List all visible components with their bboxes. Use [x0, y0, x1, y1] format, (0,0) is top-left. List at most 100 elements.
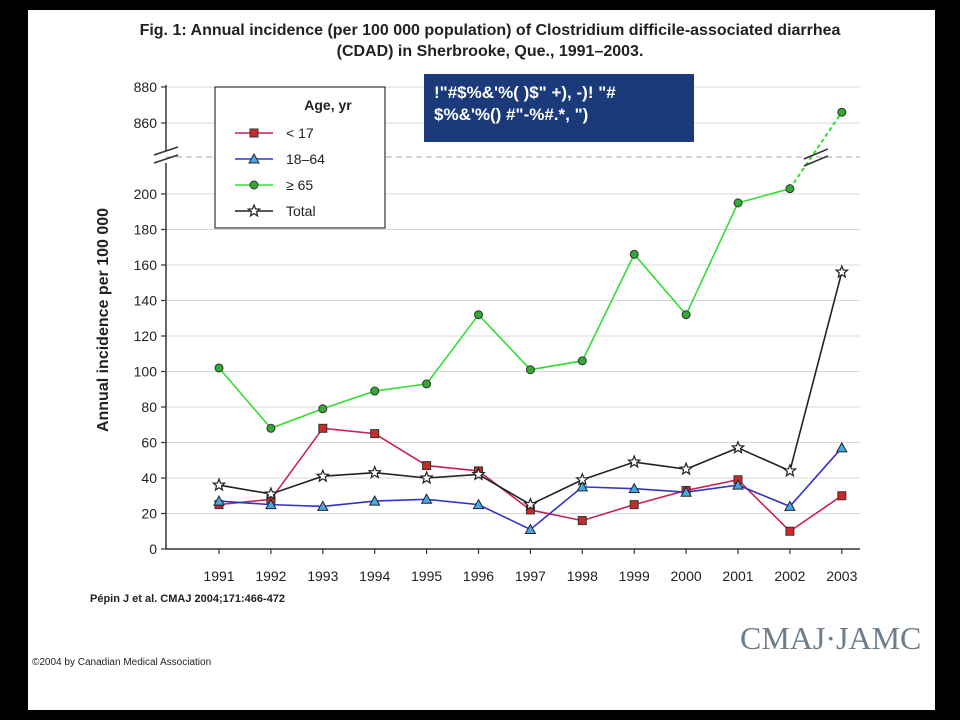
triangle-marker — [680, 486, 692, 497]
star-marker-shape — [211, 477, 227, 492]
legend-title: Age, yr — [304, 97, 352, 113]
circle-marker — [422, 379, 432, 389]
slide: Fig. 1: Annual incidence (per 100 000 po… — [28, 10, 935, 710]
triangle-marker-shape — [680, 486, 692, 497]
circle-marker-shape — [422, 379, 432, 389]
square-marker-shape — [249, 128, 259, 138]
legend: Age, yr < 17 18–64 ≥ 65 Total — [214, 86, 386, 229]
circle-marker — [733, 198, 743, 208]
y-tick-label: 40 — [141, 470, 157, 486]
triangle-marker-shape — [420, 493, 433, 504]
circle-marker — [577, 356, 587, 366]
circle-marker — [318, 404, 328, 414]
star-marker — [782, 463, 798, 478]
square-marker — [577, 516, 587, 526]
square-marker — [249, 128, 259, 138]
y-tick-label: 880 — [134, 79, 158, 95]
legend-box — [214, 86, 386, 229]
star-marker-shape — [315, 468, 331, 483]
x-tick-label: 2000 — [671, 568, 702, 584]
square-marker-shape — [785, 526, 795, 536]
circle-marker — [266, 423, 276, 433]
x-tick-label: 2003 — [826, 568, 857, 584]
triangle-marker — [420, 493, 433, 504]
circle-marker-shape — [214, 363, 224, 373]
circle-marker — [681, 310, 691, 320]
circle-marker-shape — [629, 249, 639, 259]
x-tick-label: 1997 — [515, 568, 546, 584]
circle-marker-shape — [370, 386, 380, 396]
x-tick-label: 1998 — [567, 568, 598, 584]
circle-marker — [629, 249, 639, 259]
star-marker — [246, 203, 262, 218]
legend-label: < 17 — [286, 125, 314, 141]
circle-marker-shape — [785, 184, 795, 194]
square-marker — [318, 423, 328, 433]
triangle-marker — [576, 480, 589, 492]
star-marker-shape — [575, 472, 590, 486]
legend-label: ≥ 65 — [286, 177, 313, 193]
circle-marker-shape — [474, 310, 483, 320]
y-tick-label: 860 — [134, 115, 158, 131]
cmaj-logo: CMAJ·JAMC — [740, 620, 922, 656]
star-marker-shape — [782, 463, 798, 478]
y-tick-label: 80 — [141, 399, 157, 415]
star-marker — [626, 454, 642, 469]
circle-marker — [785, 184, 795, 194]
circle-marker — [214, 363, 224, 373]
triangle-marker-shape — [576, 480, 589, 492]
series-break-mark — [803, 155, 829, 167]
triangle-marker — [784, 500, 796, 511]
square-marker-shape — [577, 516, 587, 526]
square-marker-shape — [318, 423, 328, 433]
star-marker — [834, 264, 850, 279]
x-tick-label: 2001 — [722, 568, 753, 584]
triangle-marker — [628, 482, 641, 494]
circle-marker-shape — [733, 198, 743, 208]
x-tick-label: 1993 — [307, 568, 338, 584]
triangle-marker — [248, 152, 260, 164]
circle-marker — [249, 180, 259, 190]
copyright: ©2004 by Canadian Medical Association — [32, 657, 212, 668]
triangle-marker — [732, 479, 744, 490]
star-marker-shape — [834, 264, 850, 279]
star-marker — [211, 477, 227, 492]
circle-marker-shape — [249, 180, 259, 190]
circle-marker-shape — [266, 423, 276, 433]
star-marker-shape — [730, 440, 746, 455]
y-axis-label: Annual incidence per 100 000 — [95, 208, 112, 432]
triangle-marker — [524, 523, 537, 534]
circle-marker — [370, 386, 380, 396]
star-marker-shape — [263, 486, 279, 501]
star-marker-shape — [246, 203, 262, 218]
triangle-marker-shape — [524, 523, 537, 534]
star-marker — [263, 486, 279, 501]
square-marker — [370, 429, 380, 439]
y-tick-label: 20 — [141, 506, 157, 522]
triangle-marker-shape — [472, 498, 485, 510]
figure-title-line1: Fig. 1: Annual incidence (per 100 000 po… — [139, 22, 841, 39]
series-circle-break-segment — [789, 111, 843, 190]
square-marker — [837, 491, 847, 501]
x-tick-label: 1999 — [619, 568, 650, 584]
x-tick-label: 2002 — [774, 568, 805, 584]
circle-marker-shape — [318, 404, 328, 414]
star-marker-shape — [626, 454, 642, 469]
axis-break-mark — [153, 146, 179, 156]
triangle-marker-shape — [835, 441, 848, 453]
circle-marker — [837, 107, 847, 117]
legend-label: Total — [286, 203, 316, 219]
star-marker — [523, 496, 538, 511]
legend-label: 18–64 — [286, 151, 325, 167]
star-marker — [471, 466, 486, 481]
star-marker — [678, 461, 694, 476]
square-marker — [422, 461, 432, 471]
triangle-marker-shape — [213, 495, 225, 506]
square-marker-shape — [629, 500, 639, 510]
circle-marker-shape — [837, 107, 847, 117]
y-tick-label: 160 — [134, 257, 158, 273]
triangle-marker-shape — [248, 152, 260, 164]
series-triangle-line — [218, 447, 843, 531]
y-tick-label: 140 — [134, 293, 158, 309]
x-tick-label: 1996 — [463, 568, 494, 584]
